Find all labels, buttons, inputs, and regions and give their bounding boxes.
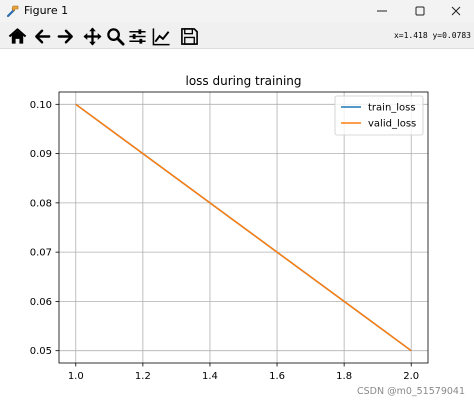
arrow-right-icon (57, 29, 73, 43)
minimize-button[interactable] (362, 0, 402, 22)
edit-axes-button[interactable] (150, 25, 172, 47)
navigation-toolbar: x=1.418 y=0.0783 (0, 22, 474, 49)
series-line-valid_loss (75, 103, 412, 352)
save-button[interactable] (178, 25, 200, 47)
save-icon (180, 27, 198, 45)
move-icon (82, 26, 102, 46)
axes-frame (58, 91, 429, 364)
forward-button[interactable] (54, 25, 76, 47)
minimize-icon (377, 10, 387, 12)
sliders-icon (128, 28, 146, 44)
y-tick-label: 0.06 (30, 297, 52, 308)
title-bar: Figure 1 (0, 0, 474, 22)
x-tick-label: 1.0 (68, 371, 84, 382)
x-tick-label: 2.0 (403, 371, 419, 382)
back-button[interactable] (31, 25, 53, 47)
zoom-icon (106, 27, 125, 46)
legend-label-train_loss: train_loss (368, 103, 416, 114)
maximize-button[interactable] (400, 0, 440, 22)
y-tick-label: 0.09 (30, 149, 52, 160)
watermark: CSDN @m0_51579041 (356, 386, 465, 397)
maximize-icon (415, 6, 425, 16)
x-tick-label: 1.6 (269, 371, 285, 382)
y-tick-label: 0.08 (30, 198, 52, 209)
home-button[interactable] (6, 25, 28, 47)
close-button[interactable] (436, 0, 474, 22)
legend-label-valid_loss: valid_loss (368, 119, 416, 130)
x-tick-label: 1.8 (336, 371, 352, 382)
home-icon (8, 27, 26, 44)
window-title: Figure 1 (24, 4, 69, 17)
x-tick-label: 1.4 (202, 371, 218, 382)
y-tick-label: 0.10 (30, 100, 52, 111)
line-chart-icon (152, 27, 170, 45)
zoom-button[interactable] (104, 25, 126, 47)
arrow-left-icon (34, 29, 50, 43)
cursor-coordinates: x=1.418 y=0.0783 (393, 31, 471, 40)
y-tick-label: 0.05 (30, 346, 52, 357)
x-tick-label: 1.2 (135, 371, 151, 382)
loss-chart: 1.0 1.2 1.4 1.6 1.8 2.0 0.05 0.06 0.07 0.08 0.09 0.… (30, 74, 429, 382)
chart-title: loss during training (185, 74, 301, 88)
subplots-button[interactable] (126, 25, 148, 47)
pan-button[interactable] (81, 25, 103, 47)
legend-box (334, 95, 424, 136)
figure-canvas[interactable]: 1.0 1.2 1.4 1.6 1.8 2.0 0.05 0.06 0.07 0.08 0.09 0.… (0, 50, 474, 403)
app-icon (6, 5, 19, 18)
close-icon (451, 6, 461, 16)
y-tick-label: 0.07 (30, 248, 52, 259)
